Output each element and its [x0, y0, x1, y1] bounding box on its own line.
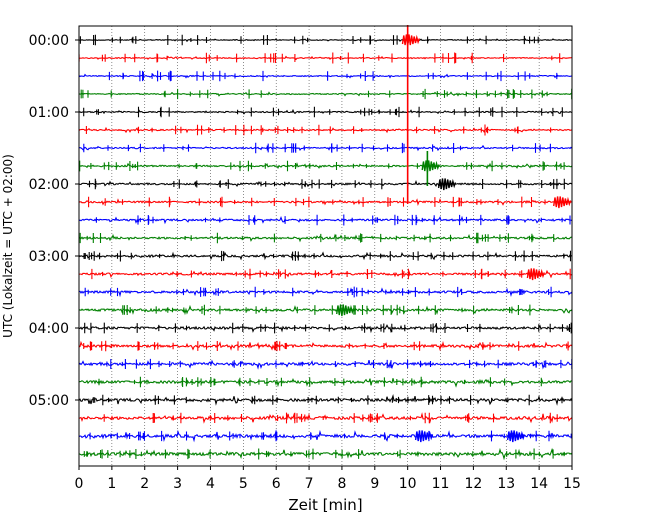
plot-background — [79, 26, 572, 466]
x-tick-label: 6 — [272, 476, 281, 492]
x-tick-label: 3 — [173, 476, 182, 492]
x-tick-label: 1 — [107, 476, 116, 492]
event-burst — [414, 430, 434, 443]
event-burst — [336, 304, 355, 317]
x-tick-label: 11 — [432, 476, 450, 492]
x-tick-label: 9 — [370, 476, 379, 492]
trace-line — [78, 322, 573, 334]
trace-line — [78, 447, 573, 461]
trace-line — [78, 142, 573, 154]
y-axis: 00:00 01:00 02:00 03:00 04:00 05:00 — [29, 33, 79, 409]
x-axis: 0 1 2 3 4 5 6 7 8 9 10 11 12 13 14 15 — [75, 466, 581, 492]
trace-line — [78, 340, 573, 352]
y-tick-label: 03:00 — [29, 249, 69, 265]
y-tick-label: 02:00 — [29, 177, 69, 193]
x-tick-label: 7 — [305, 476, 314, 492]
x-tick-label: 15 — [563, 476, 581, 492]
trace-line — [78, 358, 573, 370]
x-axis-label: Zeit [min] — [288, 496, 362, 514]
x-tick-label: 10 — [399, 476, 417, 492]
x-tick-label: 2 — [140, 476, 149, 492]
trace-line — [78, 412, 573, 424]
x-tick-label: 8 — [337, 476, 346, 492]
trace-line — [78, 52, 573, 64]
y-tick-label: 05:00 — [29, 393, 69, 409]
trace-line — [78, 70, 573, 82]
trace-line — [78, 393, 573, 406]
y-tick-label: 01:00 — [29, 105, 69, 121]
event-burst — [401, 34, 421, 47]
event-burst — [553, 196, 572, 209]
trace-line — [78, 196, 573, 208]
trace-line — [78, 232, 573, 244]
event-burst — [526, 268, 545, 281]
event-burst — [437, 178, 457, 191]
trace-line — [78, 286, 573, 298]
trace-line — [78, 124, 573, 136]
x-tick-label: 12 — [464, 476, 482, 492]
seismogram-traces — [78, 34, 573, 461]
x-tick-label: 4 — [206, 476, 215, 492]
trace-line — [78, 34, 573, 46]
trace-line — [78, 106, 573, 118]
event-markers — [336, 25, 572, 443]
y-tick-label: 04:00 — [29, 321, 69, 337]
y-axis-label: UTC (Lokalzeit = UTC + 02:00) — [1, 154, 15, 338]
x-tick-label: 13 — [497, 476, 515, 492]
trace-line — [78, 214, 573, 226]
x-tick-label: 14 — [530, 476, 548, 492]
event-burst — [421, 160, 440, 173]
trace-line — [78, 160, 573, 172]
trace-line — [78, 376, 573, 388]
plot-frame — [78, 25, 573, 467]
trace-line — [78, 304, 573, 316]
x-tick-label: 5 — [239, 476, 248, 492]
y-tick-label: 00:00 — [29, 33, 69, 49]
event-burst — [506, 430, 526, 443]
trace-line — [78, 250, 573, 262]
trace-line — [78, 268, 573, 280]
x-tick-label: 0 — [75, 476, 84, 492]
